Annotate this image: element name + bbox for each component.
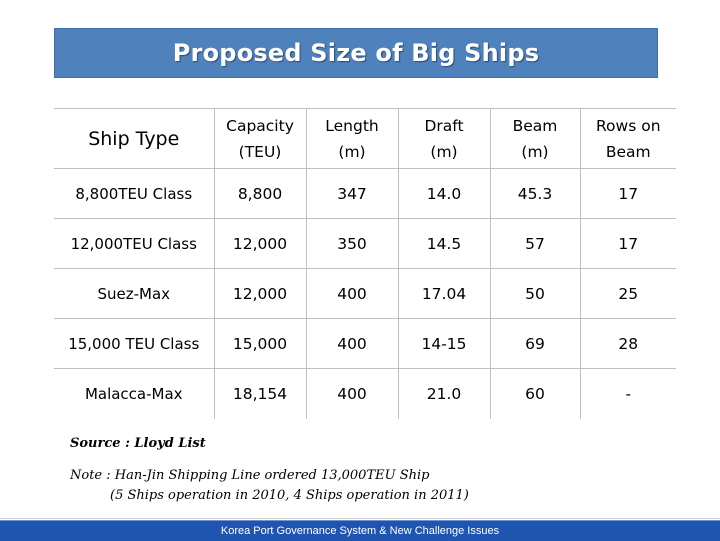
cell-ship-type: 8,800TEU Class bbox=[54, 168, 215, 219]
cell-beam: 60 bbox=[490, 368, 581, 419]
cell-capacity: 15,000 bbox=[214, 318, 307, 369]
title-banner: Proposed Size of Big Ships bbox=[54, 28, 658, 78]
cell-ship-type: Suez-Max bbox=[54, 268, 215, 319]
header-draft: Draft (m) bbox=[398, 108, 491, 169]
cell-beam: 69 bbox=[490, 318, 581, 369]
cell-length: 400 bbox=[306, 268, 399, 319]
cell-draft: 17.04 bbox=[398, 268, 491, 319]
cell-draft: 14.0 bbox=[398, 168, 491, 219]
cell-capacity: 12,000 bbox=[214, 218, 307, 269]
page-title: Proposed Size of Big Ships bbox=[172, 39, 540, 67]
table-row: Suez-Max 12,000 400 17.04 50 25 bbox=[54, 268, 676, 319]
cell-length: 400 bbox=[306, 368, 399, 419]
cell-rows: 17 bbox=[618, 234, 639, 253]
cell-draft: 21.0 bbox=[398, 368, 491, 419]
header-length: Length (m) bbox=[306, 108, 399, 169]
header-beam-line1: Beam bbox=[512, 116, 558, 135]
header-beam-line2: (m) bbox=[521, 142, 549, 161]
table-row: 12,000TEU Class 12,000 350 14.5 57 17 bbox=[54, 218, 676, 269]
header-capacity: Capacity (TEU) bbox=[214, 108, 307, 169]
cell-ship-type: 12,000TEU Class bbox=[54, 218, 215, 269]
cell-rows: - bbox=[625, 384, 632, 403]
footnote-line2: (5 Ships operation in 2010, 4 Ships oper… bbox=[110, 488, 469, 503]
divider bbox=[0, 518, 720, 519]
cell-length: 350 bbox=[306, 218, 399, 269]
table-header-row: Ship Type Capacity (TEU) Length (m) Draf… bbox=[54, 108, 676, 169]
cell-draft: 14-15 bbox=[398, 318, 491, 369]
cell-ship-type: 15,000 TEU Class bbox=[54, 318, 215, 369]
cell-capacity: 18,154 bbox=[214, 368, 307, 419]
header-draft-line2: (m) bbox=[430, 142, 458, 161]
header-length-line1: Length bbox=[325, 116, 379, 135]
cell-draft: 14.5 bbox=[398, 218, 491, 269]
footer-text: Korea Port Governance System & New Chall… bbox=[220, 525, 500, 537]
cell-rows: 25 bbox=[618, 284, 639, 303]
header-capacity-line2: (TEU) bbox=[238, 142, 282, 161]
header-length-line2: (m) bbox=[338, 142, 366, 161]
cell-beam: 57 bbox=[490, 218, 581, 269]
footnote-line1: Note : Han-Jin Shipping Line ordered 13,… bbox=[70, 468, 430, 483]
header-rows-line2: Beam bbox=[605, 142, 651, 161]
footnote: Note : Han-Jin Shipping Line ordered 13,… bbox=[70, 466, 469, 506]
header-capacity-line1: Capacity bbox=[226, 116, 294, 135]
cell-length: 400 bbox=[306, 318, 399, 369]
ship-size-table: Ship Type Capacity (TEU) Length (m) Draf… bbox=[54, 108, 676, 419]
header-rows-on-beam: Rows on Beam bbox=[580, 109, 676, 169]
cell-length: 347 bbox=[306, 168, 399, 219]
header-rows-line1: Rows on bbox=[595, 116, 661, 135]
header-beam: Beam (m) bbox=[490, 108, 581, 169]
source-note: Source : Lloyd List bbox=[70, 436, 206, 451]
header-draft-line1: Draft bbox=[424, 116, 464, 135]
cell-ship-type: Malacca-Max bbox=[54, 368, 215, 419]
cell-capacity: 12,000 bbox=[214, 268, 307, 319]
table-row: 8,800TEU Class 8,800 347 14.0 45.3 17 bbox=[54, 168, 676, 219]
table-row: 15,000 TEU Class 15,000 400 14-15 69 28 bbox=[54, 318, 676, 369]
cell-capacity: 8,800 bbox=[214, 168, 307, 219]
cell-beam: 45.3 bbox=[490, 168, 581, 219]
cell-rows: 28 bbox=[618, 334, 639, 353]
footer-bar: Korea Port Governance System & New Chall… bbox=[0, 520, 720, 541]
cell-rows: 17 bbox=[618, 184, 639, 203]
header-ship-type: Ship Type bbox=[54, 108, 215, 169]
table-row: Malacca-Max 18,154 400 21.0 60 - bbox=[54, 368, 676, 419]
cell-beam: 50 bbox=[490, 268, 581, 319]
